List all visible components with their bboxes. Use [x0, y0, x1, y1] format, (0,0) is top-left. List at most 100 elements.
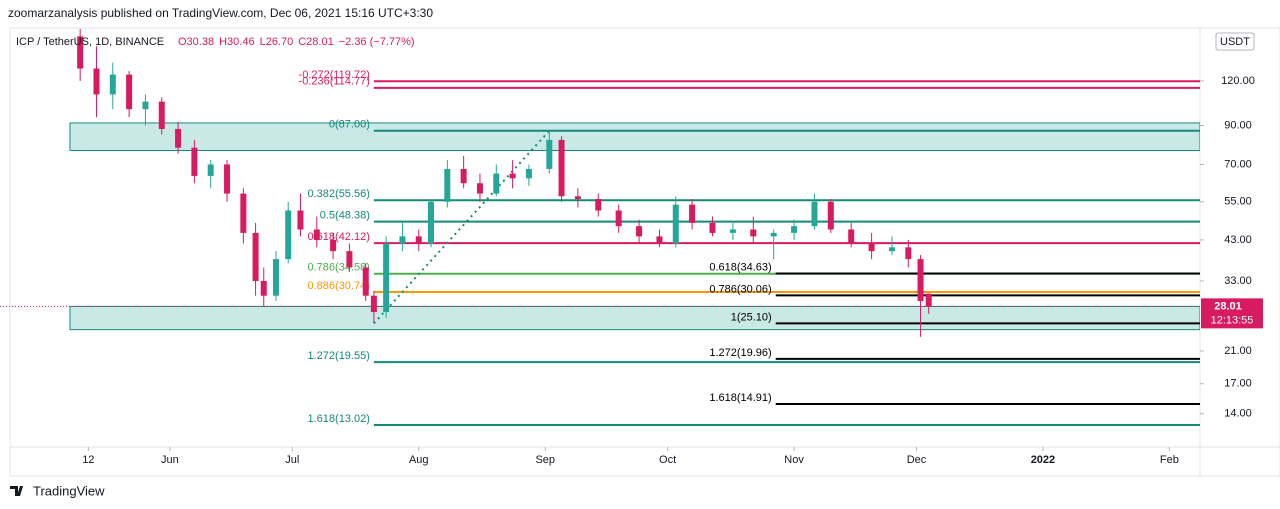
candle-body	[689, 204, 696, 223]
candle-body	[207, 164, 214, 176]
candle-body	[905, 247, 912, 260]
fib-label: 0.786(30.06)	[709, 283, 771, 295]
currency: USDT	[1220, 36, 1250, 48]
fib-label: 1.272(19.55)	[308, 350, 370, 362]
candle-body	[615, 210, 622, 227]
x-tick-label: Feb	[1160, 454, 1179, 466]
y-tick-label: 90.00	[1224, 119, 1252, 131]
candle-body	[709, 222, 716, 233]
candle-body	[77, 36, 84, 69]
candle-body	[729, 229, 736, 233]
candle-body	[109, 74, 116, 95]
candle-body	[346, 251, 353, 268]
candle-body	[811, 201, 818, 227]
candle-body	[750, 229, 757, 237]
zone	[69, 305, 1200, 331]
ohlc-value: −2.36 (−7.77%)	[339, 36, 415, 48]
candle-body	[175, 128, 182, 148]
ohlc-value: H30.46	[219, 36, 254, 48]
candle-body	[546, 139, 553, 169]
fib-label: 0.786(34.58)	[308, 262, 370, 274]
candle-body	[656, 236, 663, 244]
ohlc-value: O30.38	[178, 36, 214, 48]
y-tick-label: 14.00	[1224, 408, 1252, 420]
candle-body	[362, 267, 369, 296]
fib-label: 1.618(14.91)	[709, 392, 771, 404]
candle-body	[191, 147, 198, 176]
candle-body	[399, 236, 406, 244]
candle-body	[126, 74, 133, 110]
ohlc-value: L26.70	[260, 36, 294, 48]
candle-body	[330, 239, 337, 252]
fib-label: 0(87.00)	[329, 119, 370, 131]
candle-body	[313, 229, 320, 240]
candle-body	[460, 168, 467, 184]
fib-label: 0.5(48.38)	[320, 210, 370, 222]
footer: TradingView	[33, 483, 105, 498]
fib-label: 0.382(55.56)	[308, 188, 370, 200]
candle-body	[260, 280, 267, 296]
x-tick-label: 2022	[1031, 454, 1055, 466]
y-tick-label: 43.00	[1224, 234, 1252, 246]
x-tick-label: Aug	[409, 454, 429, 466]
candle-body	[574, 196, 581, 200]
header: zoomarzanalysis published on TradingView…	[8, 6, 433, 20]
y-tick-label: 55.00	[1224, 196, 1252, 208]
candle-body	[888, 247, 895, 252]
ohlc-value: C28.01	[298, 36, 333, 48]
fib-label: -0.272(119.72)	[299, 69, 370, 81]
candle-body	[770, 232, 777, 237]
candle-body	[297, 210, 304, 230]
candle-body	[158, 101, 165, 129]
candle-body	[272, 259, 279, 296]
candle-body	[493, 173, 500, 194]
candle-body	[672, 204, 679, 244]
candle-body	[791, 226, 798, 233]
candle-body	[142, 101, 149, 110]
last-price-box	[1201, 298, 1263, 329]
x-tick-label: Dec	[907, 454, 927, 466]
logo	[10, 486, 23, 496]
candle-body	[636, 226, 643, 237]
y-tick-label: 21.00	[1224, 345, 1252, 357]
zone	[69, 122, 1200, 151]
candle-body	[285, 210, 292, 260]
x-tick-label: Sep	[535, 454, 555, 466]
candle-body	[917, 259, 924, 301]
fib-label: 1.618(13.02)	[308, 413, 370, 425]
candle-body	[93, 68, 100, 95]
fib-label: 0.618(34.63)	[709, 261, 771, 273]
x-tick-label: 12	[82, 454, 94, 466]
candle-body	[383, 243, 390, 313]
candle-body	[370, 295, 377, 313]
candle-body	[868, 243, 875, 252]
y-tick-label: 17.00	[1224, 378, 1252, 390]
fib-label: -0.236(114.77)	[299, 76, 370, 88]
trendline	[373, 130, 551, 325]
candle-body	[240, 193, 247, 233]
candle-body	[444, 168, 451, 202]
candle-body	[827, 201, 834, 230]
symbol: ICP / TetherUS, 1D, BINANCE	[16, 36, 164, 48]
y-tick-label: 70.00	[1224, 158, 1252, 170]
y-tick-label: 120.00	[1221, 75, 1255, 87]
candle-body	[509, 173, 516, 179]
fib-label: 0.618(42.12)	[308, 231, 370, 243]
plot: -0.272(119.72)-0.236(114.77) 0(87.00) 0.38…	[0, 29, 1200, 427]
candle-body	[848, 229, 855, 244]
frame	[9, 27, 1280, 477]
candle-body	[415, 236, 422, 244]
y-tick-label: 33.00	[1224, 275, 1252, 287]
fib-label: 1(25.10)	[731, 311, 772, 323]
candle-body	[925, 293, 932, 307]
x-tick-label: Nov	[784, 454, 804, 466]
last-price: 28.01	[1214, 300, 1242, 312]
ohlc-legend: O30.38 H30.46 L26.70 C28.01 −2.36 (−7.77%)	[178, 36, 415, 48]
candle-body	[252, 232, 259, 281]
currency-box	[1215, 32, 1255, 51]
candle-body	[525, 168, 532, 179]
x-tick-label: Oct	[659, 454, 676, 466]
candle-body	[224, 164, 231, 194]
candle-body	[476, 183, 483, 194]
countdown: 12:13:55	[1211, 314, 1254, 326]
